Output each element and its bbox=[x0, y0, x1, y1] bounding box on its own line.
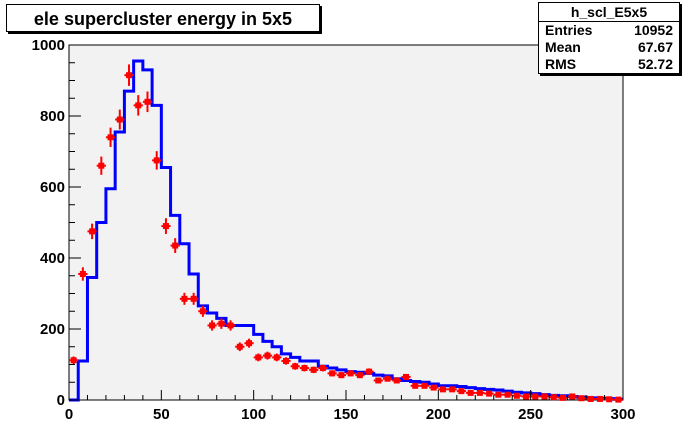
y-tick-label: 200 bbox=[40, 321, 65, 338]
data-point bbox=[235, 342, 245, 352]
stats-row-entries: Entries 10952 bbox=[539, 22, 679, 39]
stats-row-mean: Mean 67.67 bbox=[539, 39, 679, 56]
data-point bbox=[78, 267, 88, 281]
stats-value: 67.67 bbox=[637, 39, 673, 55]
y-tick-label: 400 bbox=[40, 250, 65, 267]
data-point bbox=[281, 357, 291, 365]
data-point bbox=[447, 386, 457, 393]
x-tick-label: 0 bbox=[65, 406, 73, 423]
data-point bbox=[161, 218, 171, 234]
data-point bbox=[502, 391, 513, 398]
x-tick-label: 150 bbox=[333, 406, 358, 423]
data-point bbox=[142, 91, 153, 113]
data-point bbox=[262, 351, 273, 360]
data-point bbox=[382, 375, 393, 382]
data-point bbox=[438, 386, 448, 393]
data-point bbox=[429, 384, 439, 391]
data-point bbox=[336, 372, 346, 379]
data-point bbox=[419, 382, 430, 389]
stats-box: h_scl_E5x5 Entries 10952 Mean 67.67 RMS … bbox=[538, 2, 680, 74]
data-point bbox=[549, 394, 559, 401]
data-point bbox=[595, 395, 605, 402]
data-point bbox=[105, 127, 116, 147]
x-tick-label: 50 bbox=[153, 406, 170, 423]
stats-label: Entries bbox=[545, 22, 593, 38]
y-tick-label: 0 bbox=[57, 392, 65, 409]
data-point bbox=[318, 364, 328, 372]
chart-title: ele supercluster energy in 5x5 bbox=[6, 4, 320, 32]
data-point bbox=[299, 364, 310, 372]
x-tick-label: 250 bbox=[518, 406, 543, 423]
stats-value: 10952 bbox=[634, 22, 673, 38]
data-point bbox=[346, 370, 356, 377]
data-point bbox=[493, 391, 503, 398]
data-point bbox=[613, 396, 623, 403]
data-point bbox=[225, 320, 236, 331]
stats-label: RMS bbox=[545, 56, 577, 72]
data-point bbox=[604, 396, 614, 403]
data-point bbox=[466, 389, 476, 396]
data-point bbox=[521, 393, 531, 400]
data-point bbox=[456, 388, 467, 395]
stats-row-rms: RMS 52.72 bbox=[539, 56, 679, 73]
data-point bbox=[170, 238, 180, 253]
data-point bbox=[364, 368, 374, 375]
data-point bbox=[216, 318, 226, 329]
data-points-layer bbox=[69, 64, 623, 403]
data-point bbox=[401, 373, 411, 380]
data-point bbox=[207, 320, 217, 331]
data-point bbox=[244, 338, 254, 348]
data-point bbox=[567, 393, 577, 400]
stats-label: Mean bbox=[545, 39, 581, 55]
axes-layer: 0 50 100 150 200 250 300 0 200 400 600 800 1000 bbox=[32, 37, 636, 423]
data-point bbox=[96, 156, 106, 175]
y-tick-label: 600 bbox=[40, 179, 65, 196]
data-point bbox=[475, 389, 485, 396]
data-point bbox=[327, 370, 337, 377]
stats-histogram-name: h_scl_E5x5 bbox=[539, 3, 679, 22]
data-point bbox=[290, 362, 300, 370]
data-point bbox=[152, 151, 162, 170]
data-point bbox=[539, 393, 550, 400]
y-tick-label: 800 bbox=[40, 108, 65, 125]
data-point bbox=[512, 392, 522, 399]
x-tick-label: 100 bbox=[241, 406, 266, 423]
stats-value: 52.72 bbox=[637, 56, 673, 72]
data-point bbox=[530, 393, 540, 400]
data-point bbox=[87, 223, 97, 240]
data-point bbox=[133, 95, 143, 116]
x-tick-label: 200 bbox=[426, 406, 451, 423]
data-point bbox=[69, 356, 79, 364]
data-point bbox=[124, 64, 134, 86]
data-point bbox=[484, 390, 494, 397]
data-point bbox=[309, 366, 319, 374]
data-point bbox=[392, 377, 402, 384]
data-point bbox=[272, 353, 282, 362]
data-point bbox=[558, 394, 568, 401]
data-point bbox=[253, 353, 263, 362]
data-point bbox=[355, 372, 365, 379]
y-tick-label: 1000 bbox=[32, 37, 65, 54]
x-tick-label: 300 bbox=[610, 406, 635, 423]
data-point bbox=[410, 382, 420, 389]
data-point bbox=[189, 292, 199, 305]
data-point bbox=[198, 305, 208, 317]
data-point bbox=[179, 292, 190, 305]
data-point bbox=[373, 377, 383, 384]
data-point bbox=[115, 109, 125, 130]
data-point bbox=[586, 395, 596, 402]
data-point bbox=[576, 395, 587, 402]
